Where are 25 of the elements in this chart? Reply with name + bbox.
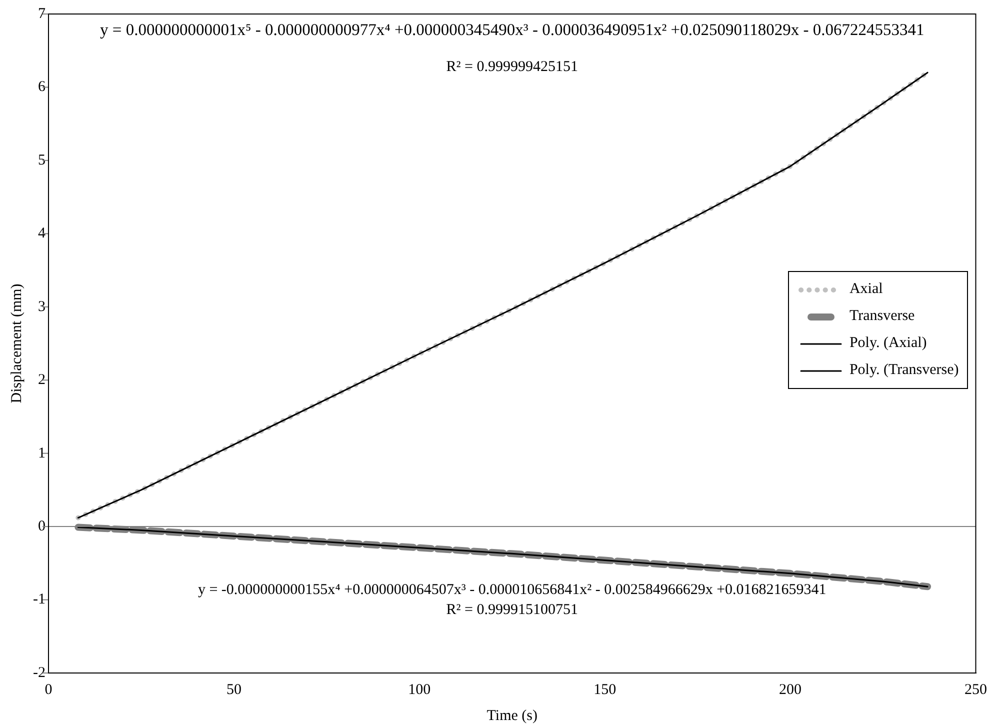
x-tick-label: 200 [779,682,802,698]
y-tick-label: 4 [38,226,46,242]
y-tick-label: 2 [38,372,46,388]
y-tick-label: 6 [38,79,46,96]
y-tick-label: 7 [38,6,46,22]
y-tick-label: 0 [38,518,46,534]
annotation: R² = 0.999999425151 [445,58,579,77]
x-tick-label: 150 [594,682,616,698]
legend-label: Axial [849,281,883,298]
annotation: y = 0.000000000001x⁵ - 0.000000000977x⁴ +0.000000345490x³ - 0.000036490951x² +0.025090118029x - 0.067224553341 [99,20,926,39]
x-tick-label: 250 [964,682,987,698]
x-tick-label: 50 [226,682,242,698]
x-tick-label: 100 [408,682,431,698]
y-tick-label: -2 [32,664,46,681]
y-tick-label: -1 [32,592,46,608]
x-axis-title: Time (s) [486,708,538,724]
annotation: R² = 0.999915100751 [445,601,579,620]
annotation: y = -0.000000000155x⁴ +0.000000064507x³ - 0.000010656841x² - 0.002584966629x +0.016821659341 [196,581,828,600]
legend-label: Poly. (Transverse) [849,362,959,379]
y-tick-label: 5 [38,152,46,168]
legend-label: Poly. (Axial) [849,335,927,352]
y-tick-label: 1 [38,445,46,462]
legend-label: Transverse [849,308,915,325]
y-tick-label: 3 [38,298,46,315]
y-axis-title: Displacement (mm) [8,284,25,404]
